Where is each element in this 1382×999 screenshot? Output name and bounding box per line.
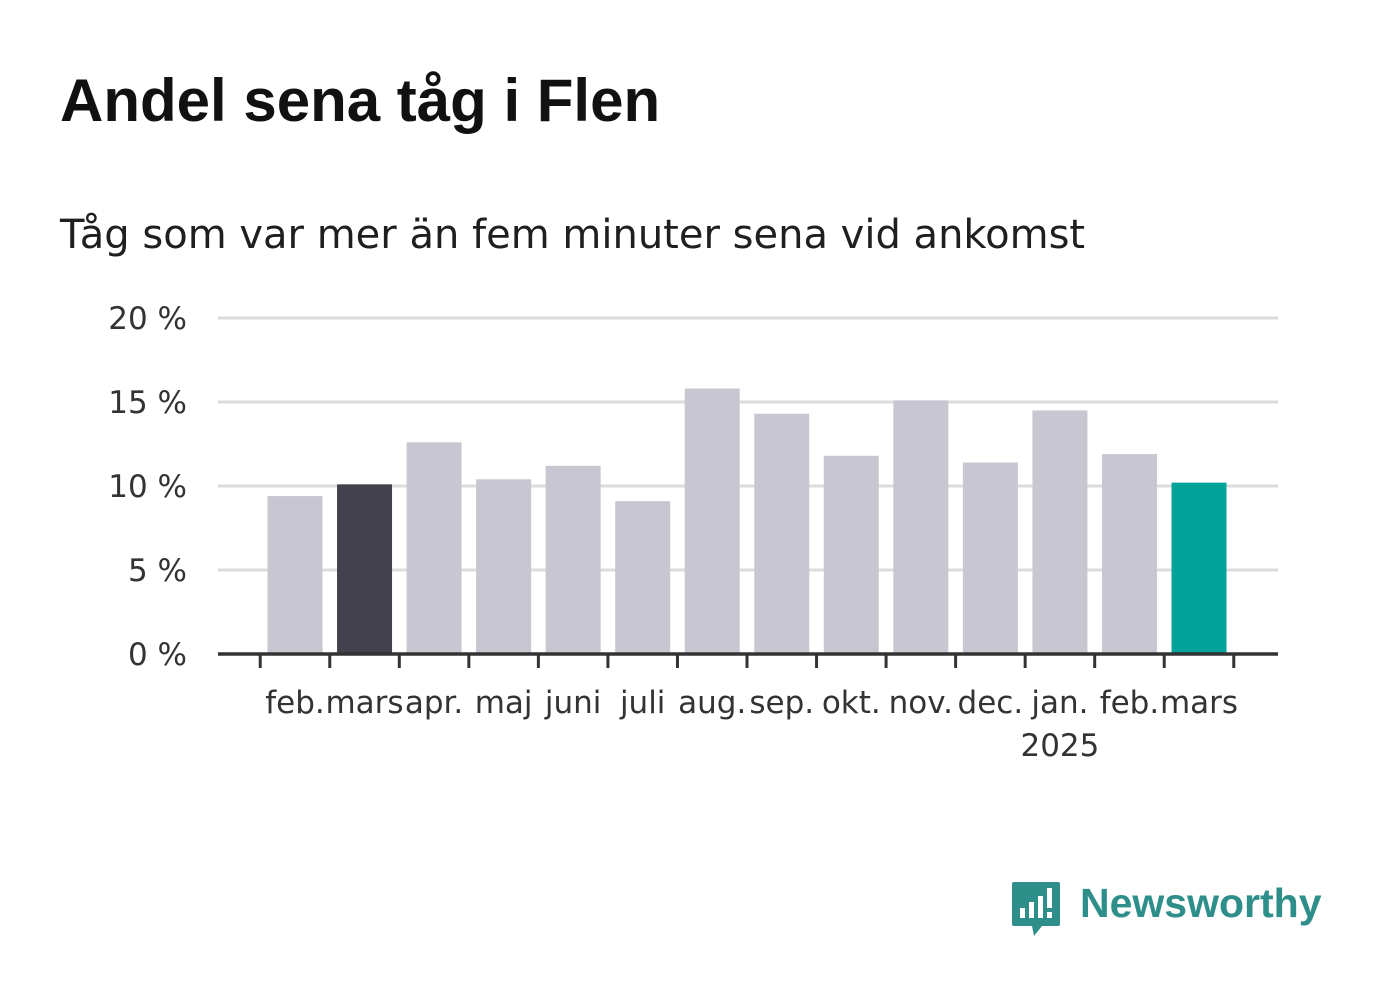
x-tick-label: feb. [265, 685, 325, 721]
bar [267, 496, 323, 654]
y-tick-label: 0 % [128, 637, 187, 673]
brand-name: Newsworthy [1080, 880, 1322, 926]
bar [1101, 454, 1157, 654]
y-tick-label: 20 % [108, 301, 187, 337]
y-axis: 0 % 5 % 10 % 15 % 20 % [108, 301, 187, 673]
y-tick-label: 10 % [108, 469, 187, 505]
bar-chart-speech-bubble-icon [1012, 882, 1060, 936]
x-tick-label: mars [1160, 685, 1238, 721]
bar [545, 465, 601, 654]
x-tick-label: aug. [678, 685, 746, 721]
bar [962, 462, 1018, 654]
x-tick-label: maj [475, 685, 533, 721]
x-axis: feb. mars apr. maj juni juli aug. sep. okt. nov. d… [218, 652, 1278, 764]
x-tick-label: feb. [1100, 685, 1160, 721]
y-tick-label: 5 % [128, 553, 187, 589]
x-tick-label: jan. [1030, 685, 1088, 721]
bar [754, 413, 810, 654]
bar [406, 442, 462, 654]
x-tick-label: mars [325, 685, 403, 721]
bar [615, 501, 671, 654]
x-tick-label: nov. [889, 685, 953, 721]
bar [823, 455, 879, 654]
x-tick-label: sep. [749, 685, 814, 721]
bar [893, 400, 949, 654]
bar [1032, 410, 1088, 654]
x-year-label: 2025 [1020, 728, 1099, 764]
bar [684, 388, 740, 654]
x-tick-label: okt. [822, 685, 881, 721]
gridlines [218, 316, 1278, 572]
chart-title: Andel sena tåg i Flen [60, 67, 661, 134]
x-tick-label: juli [619, 685, 666, 721]
x-tick-label: apr. [405, 685, 463, 721]
bars [267, 388, 1227, 654]
y-tick-label: 15 % [108, 385, 187, 421]
x-tick-label: dec. [958, 685, 1024, 721]
bar [337, 484, 393, 654]
x-tick-label: juni [544, 685, 602, 721]
bar [1171, 482, 1227, 654]
bar [476, 479, 532, 654]
newsworthy-logo: Newsworthy [1010, 878, 1340, 942]
chart-subtitle: Tåg som var mer än fem minuter sena vid … [60, 212, 1086, 258]
